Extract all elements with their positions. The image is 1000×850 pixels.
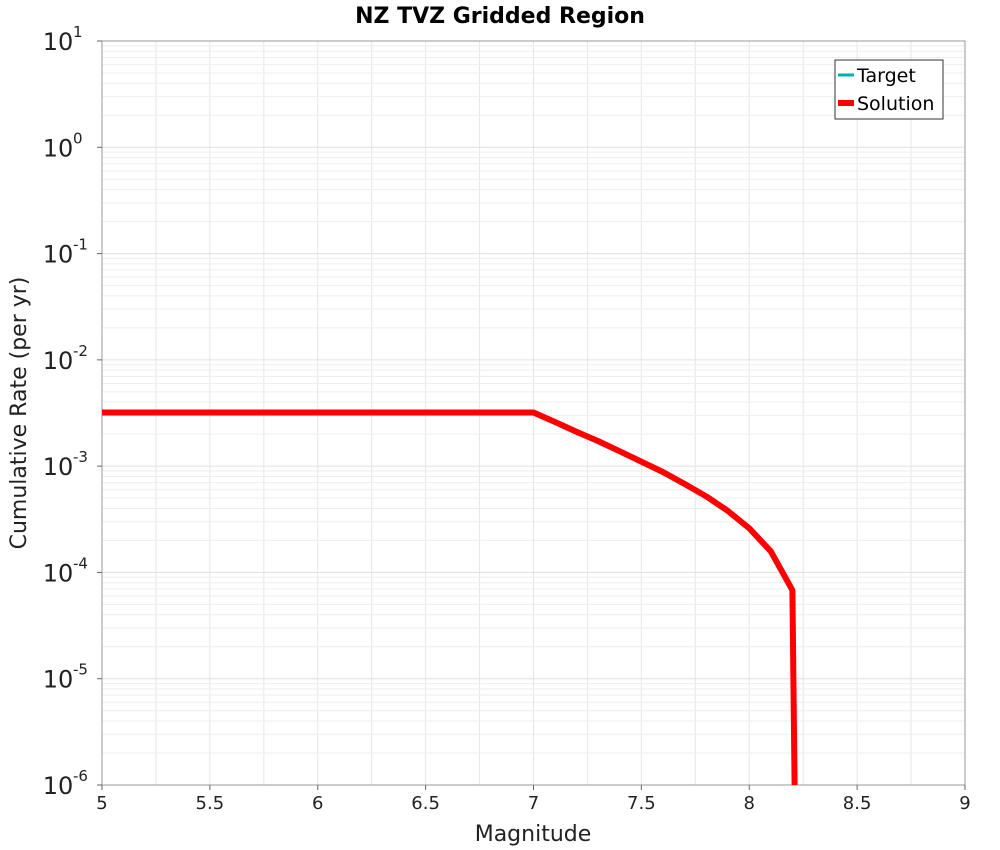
y-tick-label: 10 [43,347,74,375]
x-tick-label: 5.5 [196,793,225,814]
y-tick-exponent: -5 [73,661,88,679]
x-tick-label: 8 [744,793,755,814]
legend-box [834,59,944,120]
x-tick-label: 7 [528,793,539,814]
x-tick-label: 5 [96,793,107,814]
legend-label-target: Target [856,65,916,87]
y-tick-exponent: -4 [73,554,88,572]
y-tick-exponent: -6 [73,767,88,785]
y-tick-label: 10 [43,559,74,587]
grid [101,41,966,786]
x-tick-label: 7.5 [627,793,656,814]
y-tick-label: 10 [43,28,74,56]
y-axis-label: Cumulative Rate (per yr) [7,277,32,550]
y-tick-exponent: -3 [73,448,88,466]
x-tick-label: 8.5 [843,793,872,814]
series-line-solution [102,409,798,786]
y-tick-label: 10 [43,453,74,481]
x-axis-label: Magnitude [475,822,592,847]
y-tick-exponent: 0 [73,129,83,147]
y-tick-exponent: 1 [73,23,83,41]
y-tick-label: 10 [43,666,74,694]
y-tick-label: 10 [43,241,74,269]
chart-title: NZ TVZ Gridded Region [355,4,645,29]
legend-label-solution: Solution [857,93,934,115]
y-tick-exponent: -2 [73,342,88,360]
y-tick-label: 10 [43,772,74,800]
x-tick-label: 6.5 [411,793,440,814]
x-tick-label: 6 [312,793,323,814]
y-tick-exponent: -1 [73,236,88,254]
y-tick-label: 10 [43,134,74,162]
legend: Target Solution [834,59,944,120]
series-layer [102,409,798,786]
x-tick-label: 9 [959,793,970,814]
axis-ticks: 5 5.5 6 6.5 7 7.5 8 8.5 910 110 010 -110 -210 -310 -41… [43,23,971,814]
